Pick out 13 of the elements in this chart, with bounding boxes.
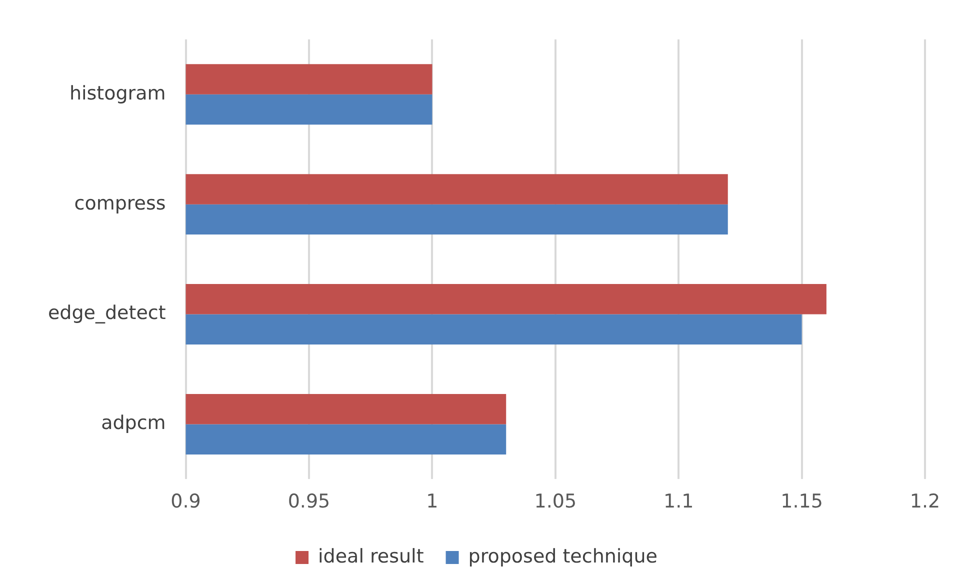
y-tick-label: compress: [74, 192, 166, 214]
y-tick-label: adpcm: [101, 412, 166, 434]
x-tick-label: 1.2: [910, 490, 940, 513]
x-tick-label: 1: [426, 490, 438, 513]
legend-label: proposed technique: [468, 545, 658, 568]
x-tick-label: 0.9: [170, 490, 201, 513]
y-tick-label: edge_detect: [48, 302, 166, 324]
x-tick-label: 1.1: [663, 490, 694, 513]
x-tick-label: 1.15: [780, 490, 823, 513]
x-tick-label: 1.05: [534, 490, 577, 513]
y-tick-label: histogram: [69, 82, 166, 104]
legend-label: ideal result: [318, 545, 424, 568]
x-tick-label: 0.95: [288, 490, 330, 513]
